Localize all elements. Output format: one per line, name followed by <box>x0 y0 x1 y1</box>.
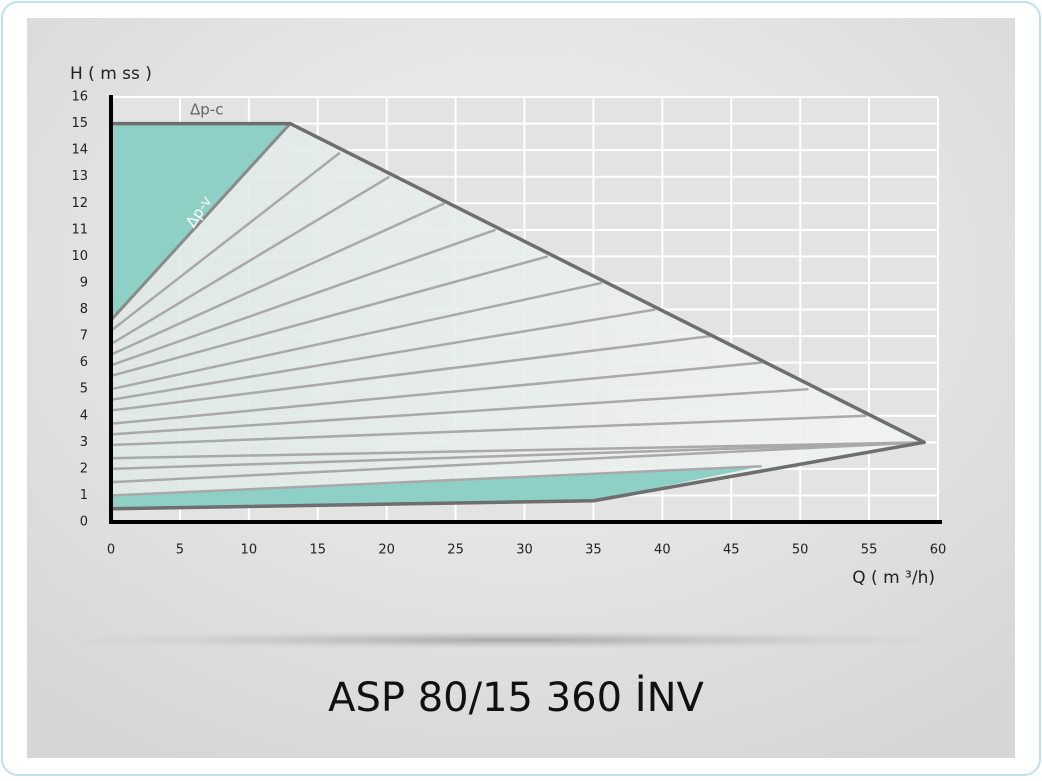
operating-area <box>111 123 925 509</box>
y-tick-label: 8 <box>80 302 88 317</box>
speed-curve <box>110 151 341 332</box>
y-tick-label: 3 <box>80 435 88 450</box>
y-tick-label: 0 <box>80 515 88 530</box>
x-tick-label: 25 <box>447 543 464 558</box>
speed-curve <box>110 387 809 436</box>
x-tick-label: 60 <box>930 543 947 558</box>
y-tick-label: 12 <box>71 196 88 211</box>
x-tick-label: 40 <box>654 543 671 558</box>
y-axis-label: H ( m ss ) <box>70 64 152 84</box>
x-tick-label: 35 <box>585 543 602 558</box>
speed-curve <box>110 202 446 356</box>
y-tick-label: 13 <box>71 169 88 184</box>
y-tick-label: 10 <box>71 249 88 264</box>
speed-curve <box>110 255 549 378</box>
speed-curve <box>110 441 925 471</box>
x-axis-label: Q ( m ³/h) <box>852 568 935 588</box>
x-tick-label: 5 <box>176 543 184 558</box>
x-tick-label: 20 <box>378 543 395 558</box>
y-tick-label: 4 <box>80 408 88 423</box>
y-tick-label: 6 <box>80 355 88 370</box>
x-tick-label: 15 <box>309 543 326 558</box>
y-tick-label: 2 <box>80 461 88 476</box>
y-tick-label: 1 <box>80 488 88 503</box>
x-tick-label: 55 <box>861 543 878 558</box>
y-tick-label: 14 <box>71 143 88 158</box>
speed-curve <box>110 281 602 391</box>
x-tick-label: 0 <box>107 543 115 558</box>
speed-curve <box>110 361 762 425</box>
y-tick-label: 7 <box>80 329 88 344</box>
speed-curve <box>110 441 925 484</box>
y-tick-label: 15 <box>71 116 88 131</box>
x-tick-label: 30 <box>516 543 533 558</box>
x-tick-label: 10 <box>241 543 258 558</box>
speed-curve <box>110 334 711 412</box>
annotation: Δp-c <box>190 101 223 119</box>
speed-curve <box>110 414 867 447</box>
y-tick-label: 16 <box>71 90 88 105</box>
plot: 0 5 10 15 20 25 30 35 40 45 50 55 600123456789101112… <box>71 90 946 558</box>
shadow <box>60 631 960 649</box>
x-tick-label: 45 <box>723 543 740 558</box>
speed-curve <box>110 228 496 367</box>
y-tick-label: 11 <box>71 222 88 237</box>
chart-title: ASP 80/15 360 İNV <box>328 673 704 721</box>
speed-curve <box>110 464 762 497</box>
y-tick-label: 9 <box>80 275 88 290</box>
speed-curve <box>110 175 391 346</box>
dpv-curve <box>109 122 292 322</box>
y-tick-label: 5 <box>80 382 88 397</box>
speed-curve <box>110 441 925 460</box>
envelope-curve <box>110 121 926 511</box>
speed-curve <box>110 308 656 402</box>
x-tick-label: 50 <box>792 543 809 558</box>
